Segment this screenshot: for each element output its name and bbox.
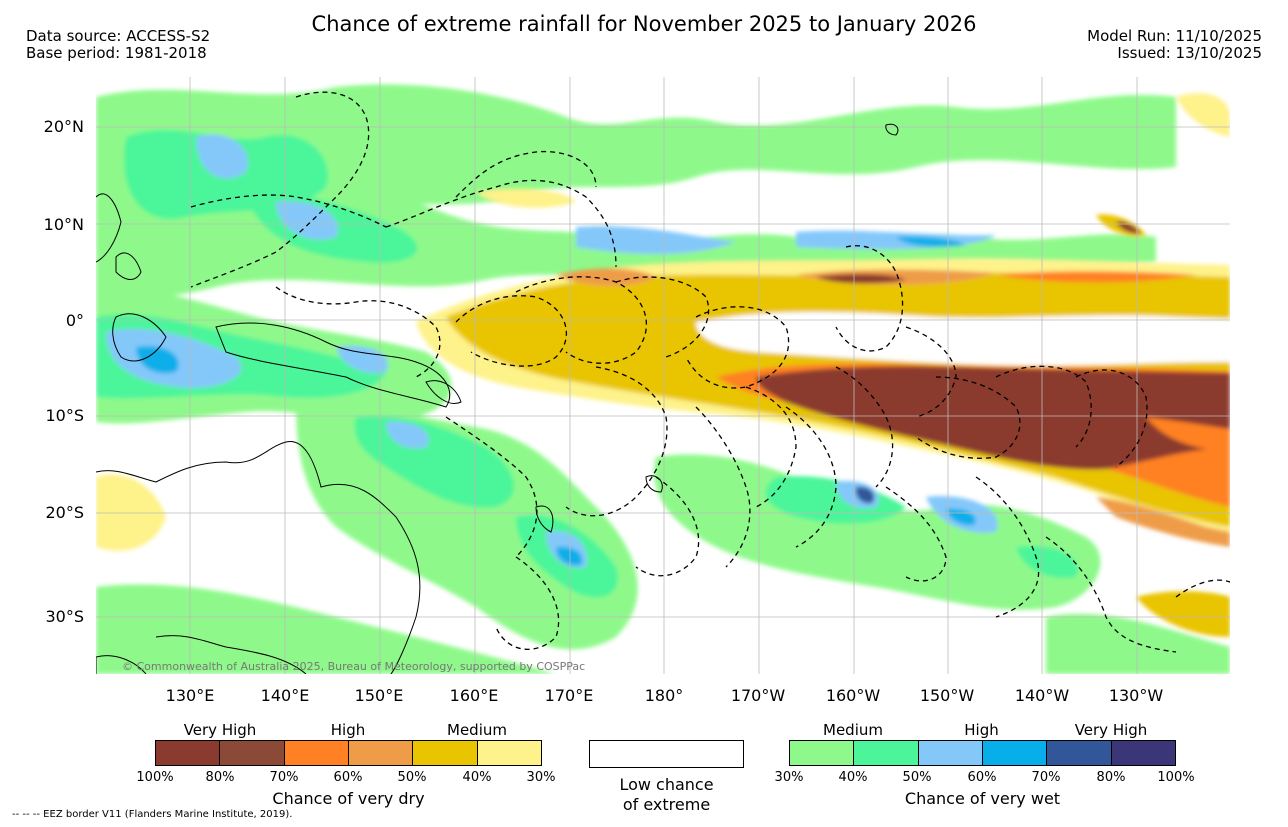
wet-caption: Chance of very wet xyxy=(904,789,1061,808)
lat-label-20s: 20°S xyxy=(45,503,84,522)
coastlines xyxy=(96,123,899,674)
low-chance-line2: of extreme xyxy=(622,795,711,814)
dry-tick-50: 50% xyxy=(397,770,427,785)
wet-tick-30: 30% xyxy=(774,770,804,785)
dry-tick-100: 100% xyxy=(136,770,174,785)
lat-label-30s: 30°S xyxy=(45,607,84,626)
dry-tick-30: 30% xyxy=(526,770,556,785)
wet-tick-40: 40% xyxy=(838,770,868,785)
lon-label-150w: 150°W xyxy=(919,686,975,705)
lon-label-160e: 160°E xyxy=(449,686,499,705)
lon-label-170w: 170°W xyxy=(730,686,786,705)
lon-label-130w: 130°W xyxy=(1108,686,1164,705)
wet-category-very-high: Very High xyxy=(1074,721,1148,739)
lon-label-140w: 140°W xyxy=(1014,686,1070,705)
eez-footnote: -- -- -- EEZ border V11 (Flanders Marine… xyxy=(12,809,293,820)
issued-date: Issued: 13/10/2025 xyxy=(1117,44,1262,62)
wet-swatch-5 xyxy=(1047,741,1112,765)
wet-swatch-4 xyxy=(982,741,1048,765)
wet-category-medium: Medium xyxy=(823,721,883,739)
wet-swatch-6 xyxy=(1111,741,1175,765)
map-title: Chance of extreme rainfall for November … xyxy=(311,12,977,36)
dry-caption: Chance of very dry xyxy=(272,789,425,808)
lat-label-eq: 0° xyxy=(65,311,84,330)
low-chance-label: Low chance of extreme xyxy=(589,775,744,815)
lat-label-20n: 20°N xyxy=(43,117,84,136)
dry-category-medium: Medium xyxy=(447,721,507,739)
rainfall-map[interactable] xyxy=(96,77,1230,674)
wet-swatch-3 xyxy=(918,741,983,765)
lat-label-10n: 10°N xyxy=(43,215,84,234)
eez-borders xyxy=(190,91,1230,653)
lon-label-160w: 160°W xyxy=(825,686,881,705)
lon-label-130e: 130°E xyxy=(165,686,215,705)
dry-colorbar xyxy=(155,740,542,766)
wet-swatch-1 xyxy=(790,741,855,765)
model-run: Model Run: 11/10/2025 xyxy=(1087,27,1262,45)
lon-label-180: 180° xyxy=(644,686,684,705)
dry-tick-80: 80% xyxy=(205,770,235,785)
wet-tick-70: 70% xyxy=(1031,770,1061,785)
lon-label-140e: 140°E xyxy=(260,686,310,705)
dry-swatch-4 xyxy=(348,741,414,765)
dry-anomaly-areas xyxy=(96,93,1230,637)
data-source-info: Data source: ACCESS-S2 Base period: 1981… xyxy=(26,28,210,62)
wet-tick-50: 50% xyxy=(902,770,932,785)
wet-anomaly-areas xyxy=(96,84,1230,674)
copyright-notice: © Commonwealth of Australia 2025, Bureau… xyxy=(122,660,586,673)
wet-swatch-2 xyxy=(854,741,919,765)
dry-category-high: High xyxy=(330,721,366,739)
dry-tick-40: 40% xyxy=(462,770,492,785)
graticule xyxy=(96,77,1230,674)
wet-tick-100: 100% xyxy=(1157,770,1195,785)
wet-colorbar xyxy=(789,740,1176,766)
lon-label-150e: 150°E xyxy=(354,686,404,705)
lon-label-170e: 170°E xyxy=(544,686,594,705)
dry-swatch-2 xyxy=(220,741,285,765)
base-period: Base period: 1981-2018 xyxy=(26,44,207,62)
dry-swatch-6 xyxy=(477,741,541,765)
dry-swatch-5 xyxy=(413,741,478,765)
wet-tick-60: 60% xyxy=(967,770,997,785)
dry-tick-60: 60% xyxy=(333,770,363,785)
dry-swatch-1 xyxy=(156,741,221,765)
low-chance-line1: Low chance xyxy=(619,775,714,794)
low-chance-swatch xyxy=(589,740,744,768)
wet-tick-80: 80% xyxy=(1096,770,1126,785)
dry-category-very-high: Very High xyxy=(183,721,257,739)
wet-category-high: High xyxy=(964,721,999,739)
dry-tick-70: 70% xyxy=(269,770,299,785)
data-source: Data source: ACCESS-S2 xyxy=(26,27,211,45)
model-run-info: Model Run: 11/10/2025 Issued: 13/10/2025 xyxy=(1087,28,1262,62)
lat-label-10s: 10°S xyxy=(45,406,84,425)
dry-swatch-3 xyxy=(284,741,349,765)
